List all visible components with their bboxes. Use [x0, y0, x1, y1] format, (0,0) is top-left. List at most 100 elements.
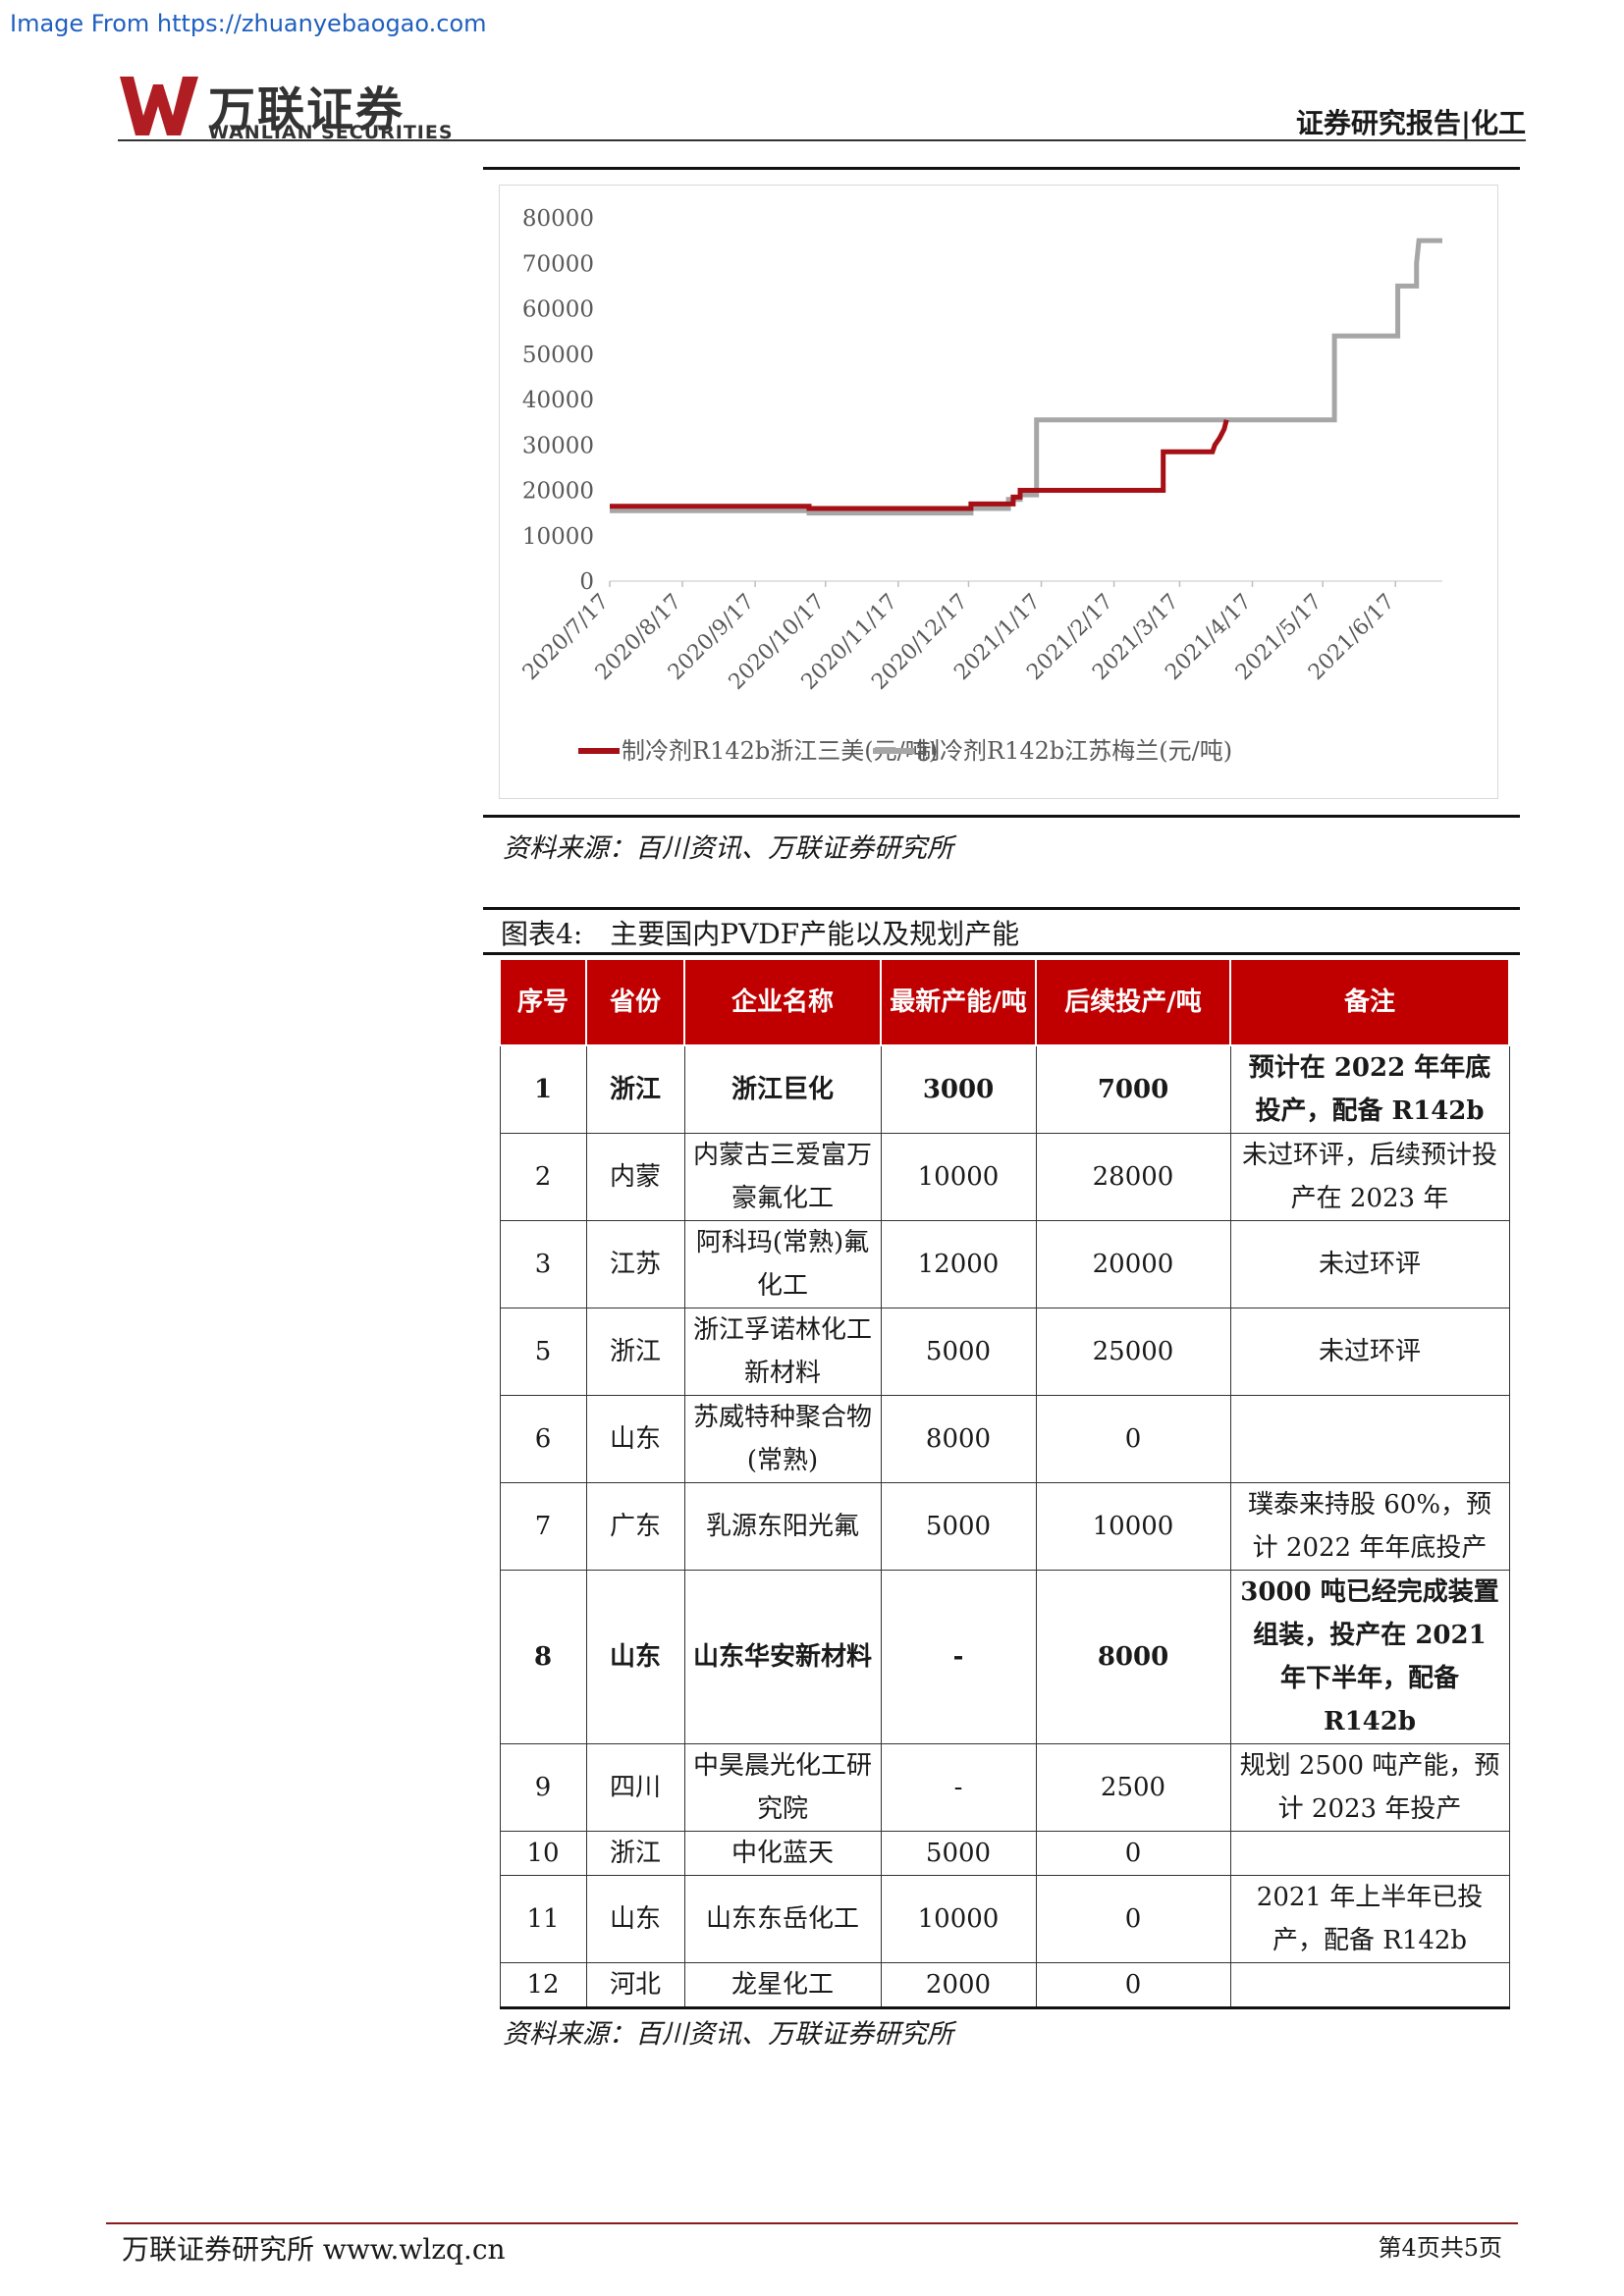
- y-tick-label: 70000: [522, 251, 594, 277]
- header-remarks: 备注: [1229, 958, 1510, 1046]
- cell-company: 中化蓝天: [683, 1831, 882, 1876]
- company-logo: 万联证券 WANLIAN SECURITIES: [118, 71, 453, 143]
- cell-current-capacity: 5000: [880, 1831, 1037, 1876]
- price-chart: 80000 70000 60000 50000 40000 30000 20000 10000…: [499, 185, 1498, 799]
- table-row: 9 四川 中昊晨光化工研究院 -2500 规划 2500 吨产能，预计 2023 年投产: [499, 1743, 1510, 1832]
- y-tick-label: 0: [579, 569, 594, 595]
- cell-current-capacity: 3000: [880, 1044, 1037, 1134]
- cell-province: 山东: [585, 1875, 685, 1963]
- cell-planned-capacity: 0: [1035, 1831, 1231, 1876]
- cell-current-capacity: 10000: [880, 1875, 1037, 1963]
- cell-company: 乳源东阳光氟: [683, 1482, 882, 1571]
- watermark-text: Image From https://zhuanyebaogao.com: [10, 10, 487, 37]
- cell-planned-capacity: 20000: [1035, 1220, 1231, 1308]
- logo-english-name: WANLIAN SECURITIES: [208, 122, 454, 143]
- table-header-row: 序号 省份 企业名称 最新产能/吨 后续投产/吨 备注: [499, 958, 1510, 1046]
- header-divider: [118, 139, 1526, 141]
- header-current-capacity: 最新产能/吨: [880, 958, 1037, 1046]
- report-category: 证券研究报告|化工: [1295, 107, 1526, 139]
- cell-current-capacity: 12000: [880, 1220, 1037, 1308]
- cell-planned-capacity: 25000: [1035, 1308, 1231, 1396]
- cell-planned-capacity: 28000: [1035, 1133, 1231, 1221]
- cell-province: 内蒙: [585, 1133, 685, 1221]
- table-row: 10 浙江 中化蓝天 5000 0: [499, 1831, 1510, 1876]
- table-row: 5 浙江 浙江孚诺林化工新材料 5000 25000 未过环评: [499, 1308, 1510, 1396]
- cell-company: 内蒙古三爱富万豪氟化工: [683, 1133, 882, 1221]
- cell-remarks: [1229, 1831, 1510, 1876]
- header-planned-capacity: 后续投产/吨: [1035, 958, 1231, 1046]
- cell-planned-capacity: 0: [1035, 1962, 1231, 2009]
- cell-current-capacity: 5000: [880, 1308, 1037, 1396]
- cell-province: 浙江: [585, 1308, 685, 1396]
- cell-remarks: 预计在 2022 年年底投产，配备 R142b: [1229, 1044, 1510, 1134]
- cell-index: 11: [499, 1875, 587, 1963]
- cell-current-capacity: -: [880, 1570, 1037, 1744]
- table-row: 2 内蒙 内蒙古三爱富万豪氟化工 10000 28000 未过环评，后续预计投产在 202…: [499, 1133, 1510, 1221]
- cell-company: 浙江孚诺林化工新材料: [683, 1308, 882, 1396]
- cell-company: 山东东岳化工: [683, 1875, 882, 1963]
- cell-planned-capacity: 7000: [1035, 1044, 1231, 1134]
- cell-current-capacity: 2000: [880, 1962, 1037, 2009]
- y-tick-label: 30000: [522, 433, 594, 458]
- table-title-rule: [483, 952, 1520, 955]
- cell-current-capacity: -: [880, 1743, 1037, 1832]
- cell-remarks: 规划 2500 吨产能，预计 2023 年投产: [1229, 1743, 1510, 1832]
- table-row: 8 山东 山东华安新材料 -8000 3000 吨已经完成装置组装，投产在 2021 年…: [499, 1570, 1510, 1744]
- wanlian-logo-icon: [120, 77, 198, 135]
- cell-current-capacity: 10000: [880, 1133, 1037, 1221]
- footer-organization: 万联证券研究所 www.wlzq.cn: [122, 2233, 506, 2266]
- cell-remarks: 3000 吨已经完成装置组装，投产在 2021 年下半年，配备 R142b: [1229, 1570, 1510, 1744]
- cell-index: 8: [499, 1570, 587, 1744]
- table-row: 3 江苏 阿科玛(常熟)氟化工 12000 20000 未过环评: [499, 1220, 1510, 1308]
- cell-company: 浙江巨化: [683, 1044, 882, 1134]
- cell-remarks: 未过环评: [1229, 1220, 1510, 1308]
- cell-index: 6: [499, 1395, 587, 1483]
- pvdf-capacity-table: 序号 省份 企业名称 最新产能/吨 后续投产/吨 备注 1 浙江 浙江巨化 3000 7…: [499, 958, 1510, 2009]
- header-index: 序号: [499, 958, 587, 1046]
- figure-title: 图表4: 主要国内PVDF产能以及规划产能: [501, 918, 1020, 950]
- table-row: 6 山东 苏威特种聚合物(常熟) 8000 0: [499, 1395, 1510, 1483]
- cell-province: 广东: [585, 1482, 685, 1571]
- cell-province: 山东: [585, 1395, 685, 1483]
- legend-label-jiangsu-meilan: 制冷剂R142b江苏梅兰(元/吨): [916, 737, 1232, 765]
- logo-chinese-name: 万联证券: [208, 82, 406, 137]
- y-tick-label: 60000: [522, 297, 594, 323]
- cell-remarks: [1229, 1395, 1510, 1483]
- cell-province: 山东: [585, 1570, 685, 1744]
- cell-planned-capacity: 0: [1035, 1395, 1231, 1483]
- cell-index: 3: [499, 1220, 587, 1308]
- cell-current-capacity: 8000: [880, 1395, 1037, 1483]
- cell-planned-capacity: 8000: [1035, 1570, 1231, 1744]
- cell-current-capacity: 5000: [880, 1482, 1037, 1571]
- chart-top-rule: [483, 167, 1520, 170]
- chart-bottom-rule: [483, 815, 1520, 818]
- y-tick-label: 80000: [522, 206, 594, 232]
- cell-province: 浙江: [585, 1831, 685, 1876]
- cell-company: 龙星化工: [683, 1962, 882, 2009]
- y-tick-label: 40000: [522, 388, 594, 413]
- cell-province: 河北: [585, 1962, 685, 2009]
- cell-index: 2: [499, 1133, 587, 1221]
- cell-company: 苏威特种聚合物(常熟): [683, 1395, 882, 1483]
- cell-remarks: 2021 年上半年已投产，配备 R142b: [1229, 1875, 1510, 1963]
- cell-company: 阿科玛(常熟)氟化工: [683, 1220, 882, 1308]
- cell-province: 四川: [585, 1743, 685, 1832]
- cell-index: 10: [499, 1831, 587, 1876]
- header-province: 省份: [585, 958, 685, 1046]
- cell-remarks: 未过环评: [1229, 1308, 1510, 1396]
- header-company: 企业名称: [683, 958, 882, 1046]
- table-row: 12 河北 龙星化工 2000 0: [499, 1962, 1510, 2009]
- price-chart-svg: 80000 70000 60000 50000 40000 30000 20000 10000…: [518, 206, 1442, 765]
- cell-index: 9: [499, 1743, 587, 1832]
- cell-planned-capacity: 2500: [1035, 1743, 1231, 1832]
- table-source-note: 资料来源：百川资讯、万联证券研究所: [503, 2019, 953, 2050]
- cell-index: 7: [499, 1482, 587, 1571]
- chart-source-note: 资料来源：百川资讯、万联证券研究所: [503, 833, 953, 864]
- table-row: 11 山东 山东东岳化工 10000 0 2021 年上半年已投产，配备 R142b: [499, 1875, 1510, 1963]
- y-tick-label: 10000: [522, 524, 594, 550]
- cell-planned-capacity: 10000: [1035, 1482, 1231, 1571]
- cell-remarks: 璞泰来持股 60%，预计 2022 年年底投产: [1229, 1482, 1510, 1571]
- cell-planned-capacity: 0: [1035, 1875, 1231, 1963]
- cell-remarks: 未过环评，后续预计投产在 2023 年: [1229, 1133, 1510, 1221]
- page-number: 第4页共5页: [1378, 2234, 1502, 2262]
